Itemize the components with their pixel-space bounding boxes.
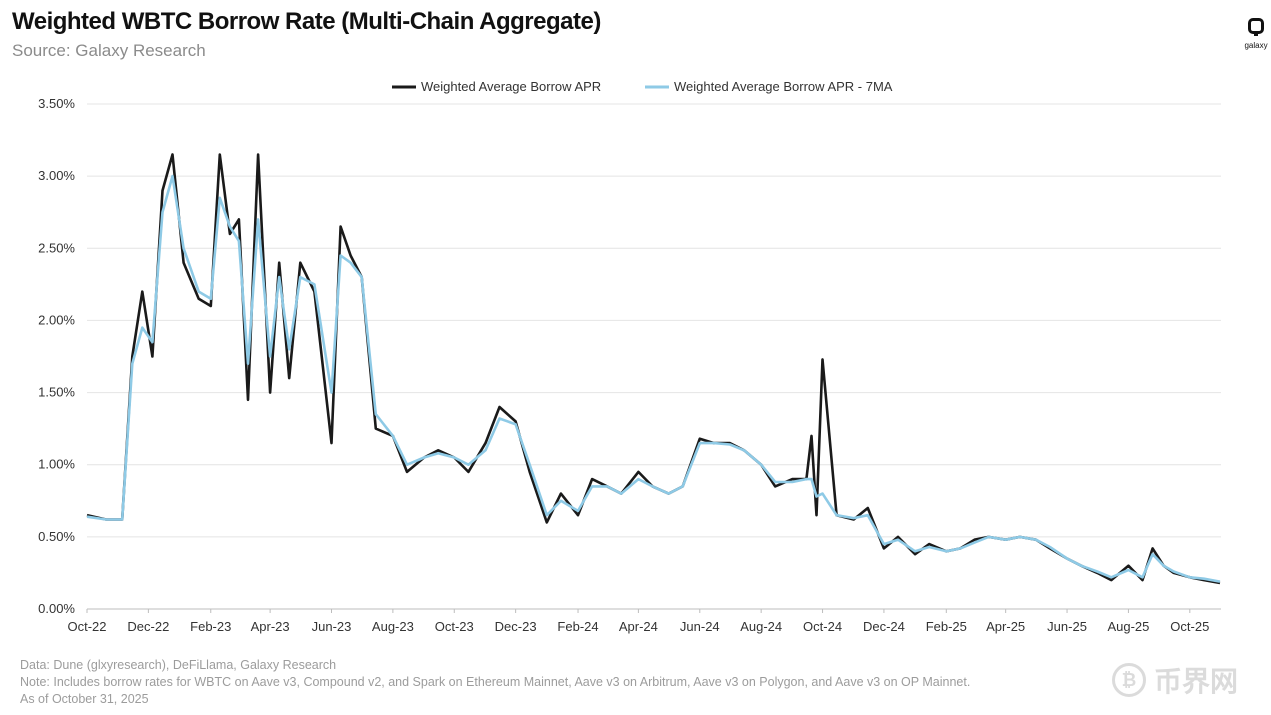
watermark-text: 币界网 (1154, 665, 1239, 698)
series-line-ma (86, 174, 1221, 583)
y-tick-label: 1.00% (38, 457, 75, 472)
x-tick-label: Apr-23 (251, 619, 290, 634)
x-tick-label: Jun-25 (1047, 619, 1087, 634)
x-tick-label: Oct-22 (67, 619, 106, 634)
legend-label-apr: Weighted Average Borrow APR (421, 79, 601, 94)
footer-notes: Data: Dune (glxyresearch), DeFiLlama, Ga… (20, 657, 970, 708)
grid-layer (86, 103, 1221, 613)
x-tick-label: Aug-24 (740, 619, 782, 634)
watermark: ₿ 币界网 (1112, 660, 1238, 700)
galaxy-logo: galaxy (1236, 18, 1271, 50)
y-tick-label: 0.50% (38, 529, 75, 544)
footer-note: Note: Includes borrow rates for WBTC on … (20, 675, 971, 689)
x-tick-label: Feb-24 (557, 619, 598, 634)
logo-text: galaxy (1244, 41, 1268, 50)
x-tick-label: Oct-23 (435, 619, 474, 634)
x-tick-label: Dec-22 (127, 619, 169, 634)
x-tick-label: Jun-23 (312, 619, 352, 634)
chart-title: Weighted WBTC Borrow Rate (Multi-Chain A… (12, 8, 601, 35)
x-tick-label: Apr-25 (986, 619, 1025, 634)
x-tick-label: Jun-24 (680, 619, 720, 634)
galaxy-logo-icon (1248, 18, 1264, 36)
x-tick-label: Aug-23 (372, 619, 414, 634)
x-tick-label: Feb-25 (926, 619, 967, 634)
chart-subtitle: Source: Galaxy Research (12, 41, 206, 60)
y-tick-label: 2.50% (38, 240, 75, 255)
x-tick-label: Dec-24 (863, 619, 905, 634)
x-tick-label: Oct-25 (1170, 619, 1209, 634)
footer-date: As of October 31, 2025 (20, 692, 149, 706)
series-line-apr (86, 153, 1221, 585)
tick-layer: 0.00% 0.50% 1.00% 1.50% 2.00% 2.50% 3.00% 3.50%… (38, 96, 1209, 634)
x-tick-label: Feb-23 (190, 619, 231, 634)
x-tick-label: Dec-23 (495, 619, 537, 634)
y-tick-label: 2.00% (38, 312, 75, 327)
y-tick-label: 3.50% (38, 96, 75, 111)
footer-data-source: Data: Dune (glxyresearch), DeFiLlama, Ga… (20, 658, 337, 672)
y-tick-label: 1.50% (38, 385, 75, 400)
x-tick-label: Aug-25 (1107, 619, 1149, 634)
y-tick-label: 3.00% (38, 168, 75, 183)
series-layer (86, 153, 1221, 585)
x-tick-label: Apr-24 (619, 619, 658, 634)
legend: Weighted Average Borrow APR Weighted Ave… (392, 79, 893, 94)
line-chart: Weighted Average Borrow APR Weighted Ave… (38, 79, 1221, 634)
bitcoin-circle-icon: ₿ (1112, 663, 1146, 697)
y-tick-label: 0.00% (38, 601, 75, 616)
x-tick-label: Oct-24 (803, 619, 842, 634)
legend-label-ma: Weighted Average Borrow APR - 7MA (674, 79, 893, 94)
